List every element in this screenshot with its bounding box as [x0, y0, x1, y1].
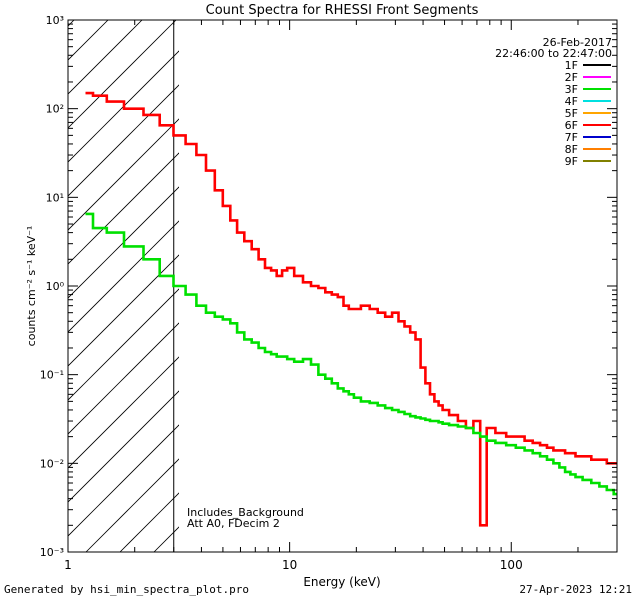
- hatch-line: [68, 20, 143, 95]
- hatch-line: [68, 220, 179, 333]
- hatch-line: [68, 20, 177, 129]
- date-label: 26-Feb-2017: [543, 36, 612, 49]
- hatch-line: [68, 390, 179, 503]
- y-tick-label: 10⁻²: [40, 457, 64, 470]
- y-tick-label: 10³: [46, 14, 64, 27]
- hatch-line: [68, 50, 179, 163]
- legend-label-3F: 3F: [565, 83, 578, 96]
- y-tick-label: 10²: [46, 103, 64, 116]
- hatch-line: [68, 186, 179, 299]
- footer-date-time: 27-Apr-2023 12:21: [519, 583, 632, 596]
- legend-label-6F: 6F: [565, 119, 578, 132]
- series-6F-line: [85, 91, 617, 527]
- x-tick-label: 1: [64, 558, 72, 572]
- chart-title: Count Spectra for RHESSI Front Segments: [206, 3, 479, 18]
- hatch-line: [68, 322, 179, 435]
- legend-label-9F: 9F: [565, 155, 578, 168]
- hatch-line: [68, 424, 179, 537]
- series-3F-line: [85, 212, 617, 496]
- legend-label-7F: 7F: [565, 131, 578, 144]
- x-tick-label: 10: [282, 558, 297, 572]
- time-range-label: 22:46:00 to 22:47:00: [495, 47, 612, 60]
- series-group: [85, 91, 617, 527]
- x-tick-label: 100: [500, 558, 523, 572]
- hatch-line: [68, 254, 179, 367]
- hatch-line: [68, 84, 179, 197]
- legend-label-4F: 4F: [565, 95, 578, 108]
- hatch-line: [68, 356, 179, 469]
- y-tick-label: 10⁻³: [40, 546, 64, 559]
- legend-label-1F: 1F: [565, 59, 578, 72]
- annotation-attenuator: Att A0, FDecim 2: [187, 517, 280, 530]
- legend-label-8F: 8F: [565, 143, 578, 156]
- legend-label-5F: 5F: [565, 107, 578, 120]
- y-axis-label: counts cm⁻² s⁻¹ keV⁻¹: [25, 226, 38, 347]
- y-tick-label: 10¹: [46, 191, 64, 204]
- annotation-background: Includes_Background: [187, 506, 304, 519]
- y-tick-label: 10⁻¹: [40, 369, 64, 382]
- axis-group: 1 10 100 10⁻³ 10⁻² 10⁻¹ 10⁰ 10¹ 10² 10³: [40, 14, 618, 572]
- x-axis-label: Energy (keV): [303, 575, 380, 589]
- y-tick-label: 10⁰: [46, 280, 65, 293]
- hatch-line: [119, 492, 179, 552]
- footer-generated-by: Generated by hsi_min_spectra_plot.pro: [4, 583, 250, 596]
- legend-label-2F: 2F: [565, 71, 578, 84]
- hatch-line: [68, 288, 179, 401]
- plot-frame: [67, 19, 618, 553]
- hatched-region: [68, 20, 179, 552]
